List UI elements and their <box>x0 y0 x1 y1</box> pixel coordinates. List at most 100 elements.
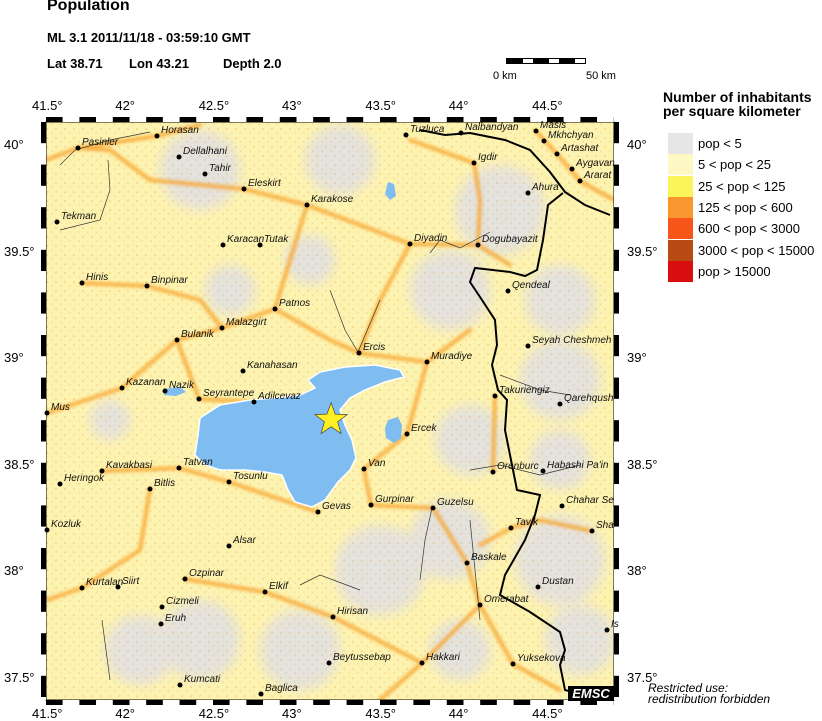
frame-tick-segment <box>614 207 619 229</box>
city-marker <box>226 479 232 485</box>
city-marker <box>272 306 278 312</box>
frame-tick-segment <box>41 654 46 676</box>
frame-tick-segment <box>614 441 619 463</box>
frame-tick-segment <box>146 700 163 705</box>
city-marker <box>57 481 63 487</box>
legend-item: 3000 < pop < 15000 <box>668 239 815 261</box>
populated-corridor <box>80 281 224 330</box>
frame-tick-segment <box>62 700 80 705</box>
frame-tick-segment <box>614 335 619 357</box>
frame-tick-segment <box>563 700 581 705</box>
city-label: Horasan <box>161 125 199 136</box>
legend-item: 125 < pop < 600 <box>668 196 793 218</box>
city-label: Pasinler <box>82 137 119 148</box>
city-marker <box>464 560 470 566</box>
city-marker <box>407 241 413 247</box>
city-label: Tutak <box>264 234 289 245</box>
city-marker <box>604 627 610 633</box>
legend-label: pop < 5 <box>698 136 742 151</box>
lon-tick-label-top: 41.5° <box>32 98 63 113</box>
city-marker <box>54 219 60 225</box>
city-label: Elkif <box>269 581 288 592</box>
epicenter-star-icon <box>313 401 349 435</box>
frame-tick-segment <box>41 335 46 357</box>
frame-tick-segment <box>213 117 230 122</box>
frame-tick-segment <box>614 185 619 208</box>
frame-tick-segment <box>41 249 46 272</box>
lon-tick-label-top: 44° <box>448 98 469 113</box>
populated-corridor <box>46 123 202 162</box>
legend-label: 600 < pop < 3000 <box>698 221 800 237</box>
city-label: Tosunlu <box>233 471 268 482</box>
city-label: Seyah Cheshmeh <box>532 335 612 346</box>
city-marker <box>240 368 246 374</box>
city-label: Ercis <box>363 342 386 353</box>
city-label: Siirt <box>122 576 140 587</box>
frame-tick-segment <box>614 462 619 485</box>
city-marker <box>403 132 409 138</box>
populated-corridor <box>491 394 497 474</box>
lat-tick-label-right: 40° <box>627 137 647 152</box>
city-label: Karakose <box>311 194 354 205</box>
city-label: Diyadin <box>414 233 448 244</box>
legend-swatch <box>668 218 693 240</box>
frame-tick-segment <box>614 633 619 655</box>
city-label: Patnos <box>279 298 311 309</box>
frame-ticks <box>41 117 619 705</box>
lon-label: Lon 43.21 <box>129 56 189 71</box>
lake-north <box>385 182 396 200</box>
lat-tick-label-left: 39° <box>4 350 24 365</box>
frame-tick-segment <box>597 117 614 122</box>
populated-corridor <box>46 487 152 602</box>
city-marker <box>475 242 481 248</box>
city-label: Hirisan <box>337 606 369 617</box>
city-marker <box>99 468 105 474</box>
city-label: Tavik <box>515 517 538 528</box>
city-marker <box>75 145 81 151</box>
city-label: Seyrantepe <box>203 388 255 399</box>
city-marker <box>176 154 182 160</box>
city-label: Baglica <box>265 683 298 694</box>
city-marker <box>196 396 202 402</box>
lon-tick-label-top: 43° <box>282 98 302 113</box>
frame-tick-segment <box>580 117 598 122</box>
legend-swatch <box>668 196 693 218</box>
city-label: Karacan <box>227 234 265 245</box>
frame-tick-segment <box>329 117 347 122</box>
legend-item: 5 < pop < 25 <box>668 154 772 176</box>
frame-tick-segment <box>196 700 213 705</box>
lon-tick-label-bottom: 43.5° <box>365 706 396 721</box>
city-marker <box>162 388 168 394</box>
city-marker <box>569 166 575 172</box>
city-label: Sha <box>596 520 614 531</box>
frame-tick-segment <box>41 441 46 463</box>
frame-tick-segment <box>463 700 481 705</box>
frame-tick-segment <box>614 675 619 698</box>
frame-tick-segment <box>41 228 46 250</box>
city-label: Eruh <box>165 613 187 624</box>
legend-label: 5 < pop < 25 <box>698 157 772 173</box>
city-label: Qendeal <box>512 280 550 291</box>
city-label: Eleskirt <box>248 178 281 189</box>
populated-corridor <box>408 138 483 247</box>
city-label: Habashi Pa'in <box>547 460 609 471</box>
city-label: Igdir <box>478 152 498 163</box>
city-label: Ararat <box>584 170 612 181</box>
frame-tick-segment <box>41 548 46 570</box>
city-label: Chahar Se <box>566 495 614 506</box>
city-label: Baskale <box>471 552 507 563</box>
frame-tick-segment <box>179 117 197 122</box>
frame-tick-segment <box>146 117 163 122</box>
city-label: Muradiye <box>431 351 473 362</box>
city-marker <box>182 576 188 582</box>
frame-tick-segment <box>41 675 46 698</box>
city-marker <box>525 190 531 196</box>
frame-tick-segment <box>96 700 113 705</box>
frame-tick-segment <box>380 700 397 705</box>
city-label: Binpinar <box>151 275 188 286</box>
city-marker <box>154 133 160 139</box>
frame-tick-segment <box>547 117 564 122</box>
legend-label: 3000 < pop < 15000 <box>698 242 815 258</box>
emsc-logo: EMSC <box>568 686 614 701</box>
